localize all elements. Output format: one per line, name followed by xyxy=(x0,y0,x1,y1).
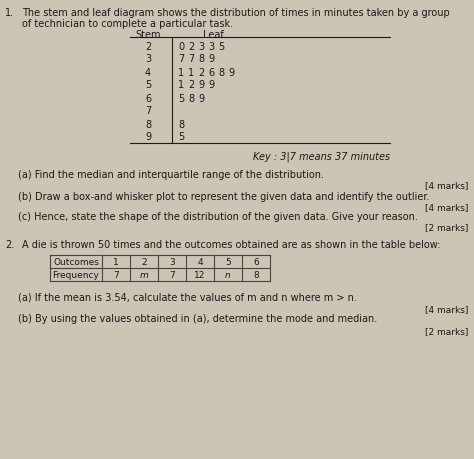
Text: 1: 1 xyxy=(178,80,184,90)
Text: Key : 3|7 means 37 minutes: Key : 3|7 means 37 minutes xyxy=(253,151,390,162)
Text: 3: 3 xyxy=(208,41,214,51)
Text: 2: 2 xyxy=(141,257,147,266)
Text: 3: 3 xyxy=(198,41,204,51)
Text: (a) Find the median and interquartile range of the distribution.: (a) Find the median and interquartile ra… xyxy=(18,170,324,179)
Text: 5: 5 xyxy=(145,80,151,90)
Text: The stem and leaf diagram shows the distribution of times in minutes taken by a : The stem and leaf diagram shows the dist… xyxy=(22,8,450,18)
Text: 5: 5 xyxy=(178,93,184,103)
Text: 0: 0 xyxy=(178,41,184,51)
Text: 9: 9 xyxy=(198,93,204,103)
Text: 6: 6 xyxy=(145,93,151,103)
Text: of technician to complete a particular task.: of technician to complete a particular t… xyxy=(22,19,233,29)
Text: Leaf: Leaf xyxy=(203,30,224,40)
Text: 12: 12 xyxy=(194,270,206,280)
Text: 7: 7 xyxy=(145,106,151,116)
Text: 7: 7 xyxy=(169,270,175,280)
Text: 1: 1 xyxy=(113,257,119,266)
Text: 3: 3 xyxy=(145,54,151,64)
Text: n: n xyxy=(225,270,231,280)
Text: 6: 6 xyxy=(253,257,259,266)
Text: 9: 9 xyxy=(145,132,151,142)
Text: A die is thrown 50 times and the outcomes obtained are as shown in the table bel: A die is thrown 50 times and the outcome… xyxy=(22,240,440,249)
Text: 8: 8 xyxy=(178,119,184,129)
Text: 8: 8 xyxy=(253,270,259,280)
Text: [4 marks]: [4 marks] xyxy=(425,180,468,190)
Text: 5: 5 xyxy=(178,132,184,142)
Text: 4: 4 xyxy=(145,67,151,77)
Text: 1: 1 xyxy=(178,67,184,77)
Text: 2: 2 xyxy=(198,67,204,77)
Text: 4: 4 xyxy=(197,257,203,266)
Text: [4 marks]: [4 marks] xyxy=(425,202,468,212)
Text: m: m xyxy=(140,270,148,280)
Text: Frequency: Frequency xyxy=(53,270,100,280)
Text: 8: 8 xyxy=(198,54,204,64)
Text: 8: 8 xyxy=(145,119,151,129)
Text: 8: 8 xyxy=(218,67,224,77)
Text: (b) By using the values obtained in (a), determine the mode and median.: (b) By using the values obtained in (a),… xyxy=(18,313,377,323)
Text: 8: 8 xyxy=(188,93,194,103)
Text: 9: 9 xyxy=(198,80,204,90)
Text: 1.: 1. xyxy=(5,8,14,18)
Text: 7: 7 xyxy=(113,270,119,280)
Text: 7: 7 xyxy=(188,54,194,64)
Text: [2 marks]: [2 marks] xyxy=(425,326,468,335)
Text: 5: 5 xyxy=(225,257,231,266)
Text: 2: 2 xyxy=(145,41,151,51)
Text: 2: 2 xyxy=(188,41,194,51)
Text: 2: 2 xyxy=(188,80,194,90)
Text: 9: 9 xyxy=(228,67,234,77)
Text: 9: 9 xyxy=(208,80,214,90)
Text: (c) Hence, state the shape of the distribution of the given data. Give your reas: (c) Hence, state the shape of the distri… xyxy=(18,212,418,222)
Text: 5: 5 xyxy=(218,41,224,51)
Text: (a) If the mean is 3.54, calculate the values of m and n where m > n.: (a) If the mean is 3.54, calculate the v… xyxy=(18,291,357,302)
Text: [4 marks]: [4 marks] xyxy=(425,304,468,313)
Text: (b) Draw a box-and whisker plot to represent the given data and identify the out: (b) Draw a box-and whisker plot to repre… xyxy=(18,191,429,202)
Text: 9: 9 xyxy=(208,54,214,64)
Text: Outcomes: Outcomes xyxy=(53,257,99,266)
Text: 2.: 2. xyxy=(5,240,14,249)
Text: 3: 3 xyxy=(169,257,175,266)
Text: 1: 1 xyxy=(188,67,194,77)
Text: Stem: Stem xyxy=(135,30,161,40)
Text: 7: 7 xyxy=(178,54,184,64)
Text: [2 marks]: [2 marks] xyxy=(425,223,468,231)
Text: 6: 6 xyxy=(208,67,214,77)
